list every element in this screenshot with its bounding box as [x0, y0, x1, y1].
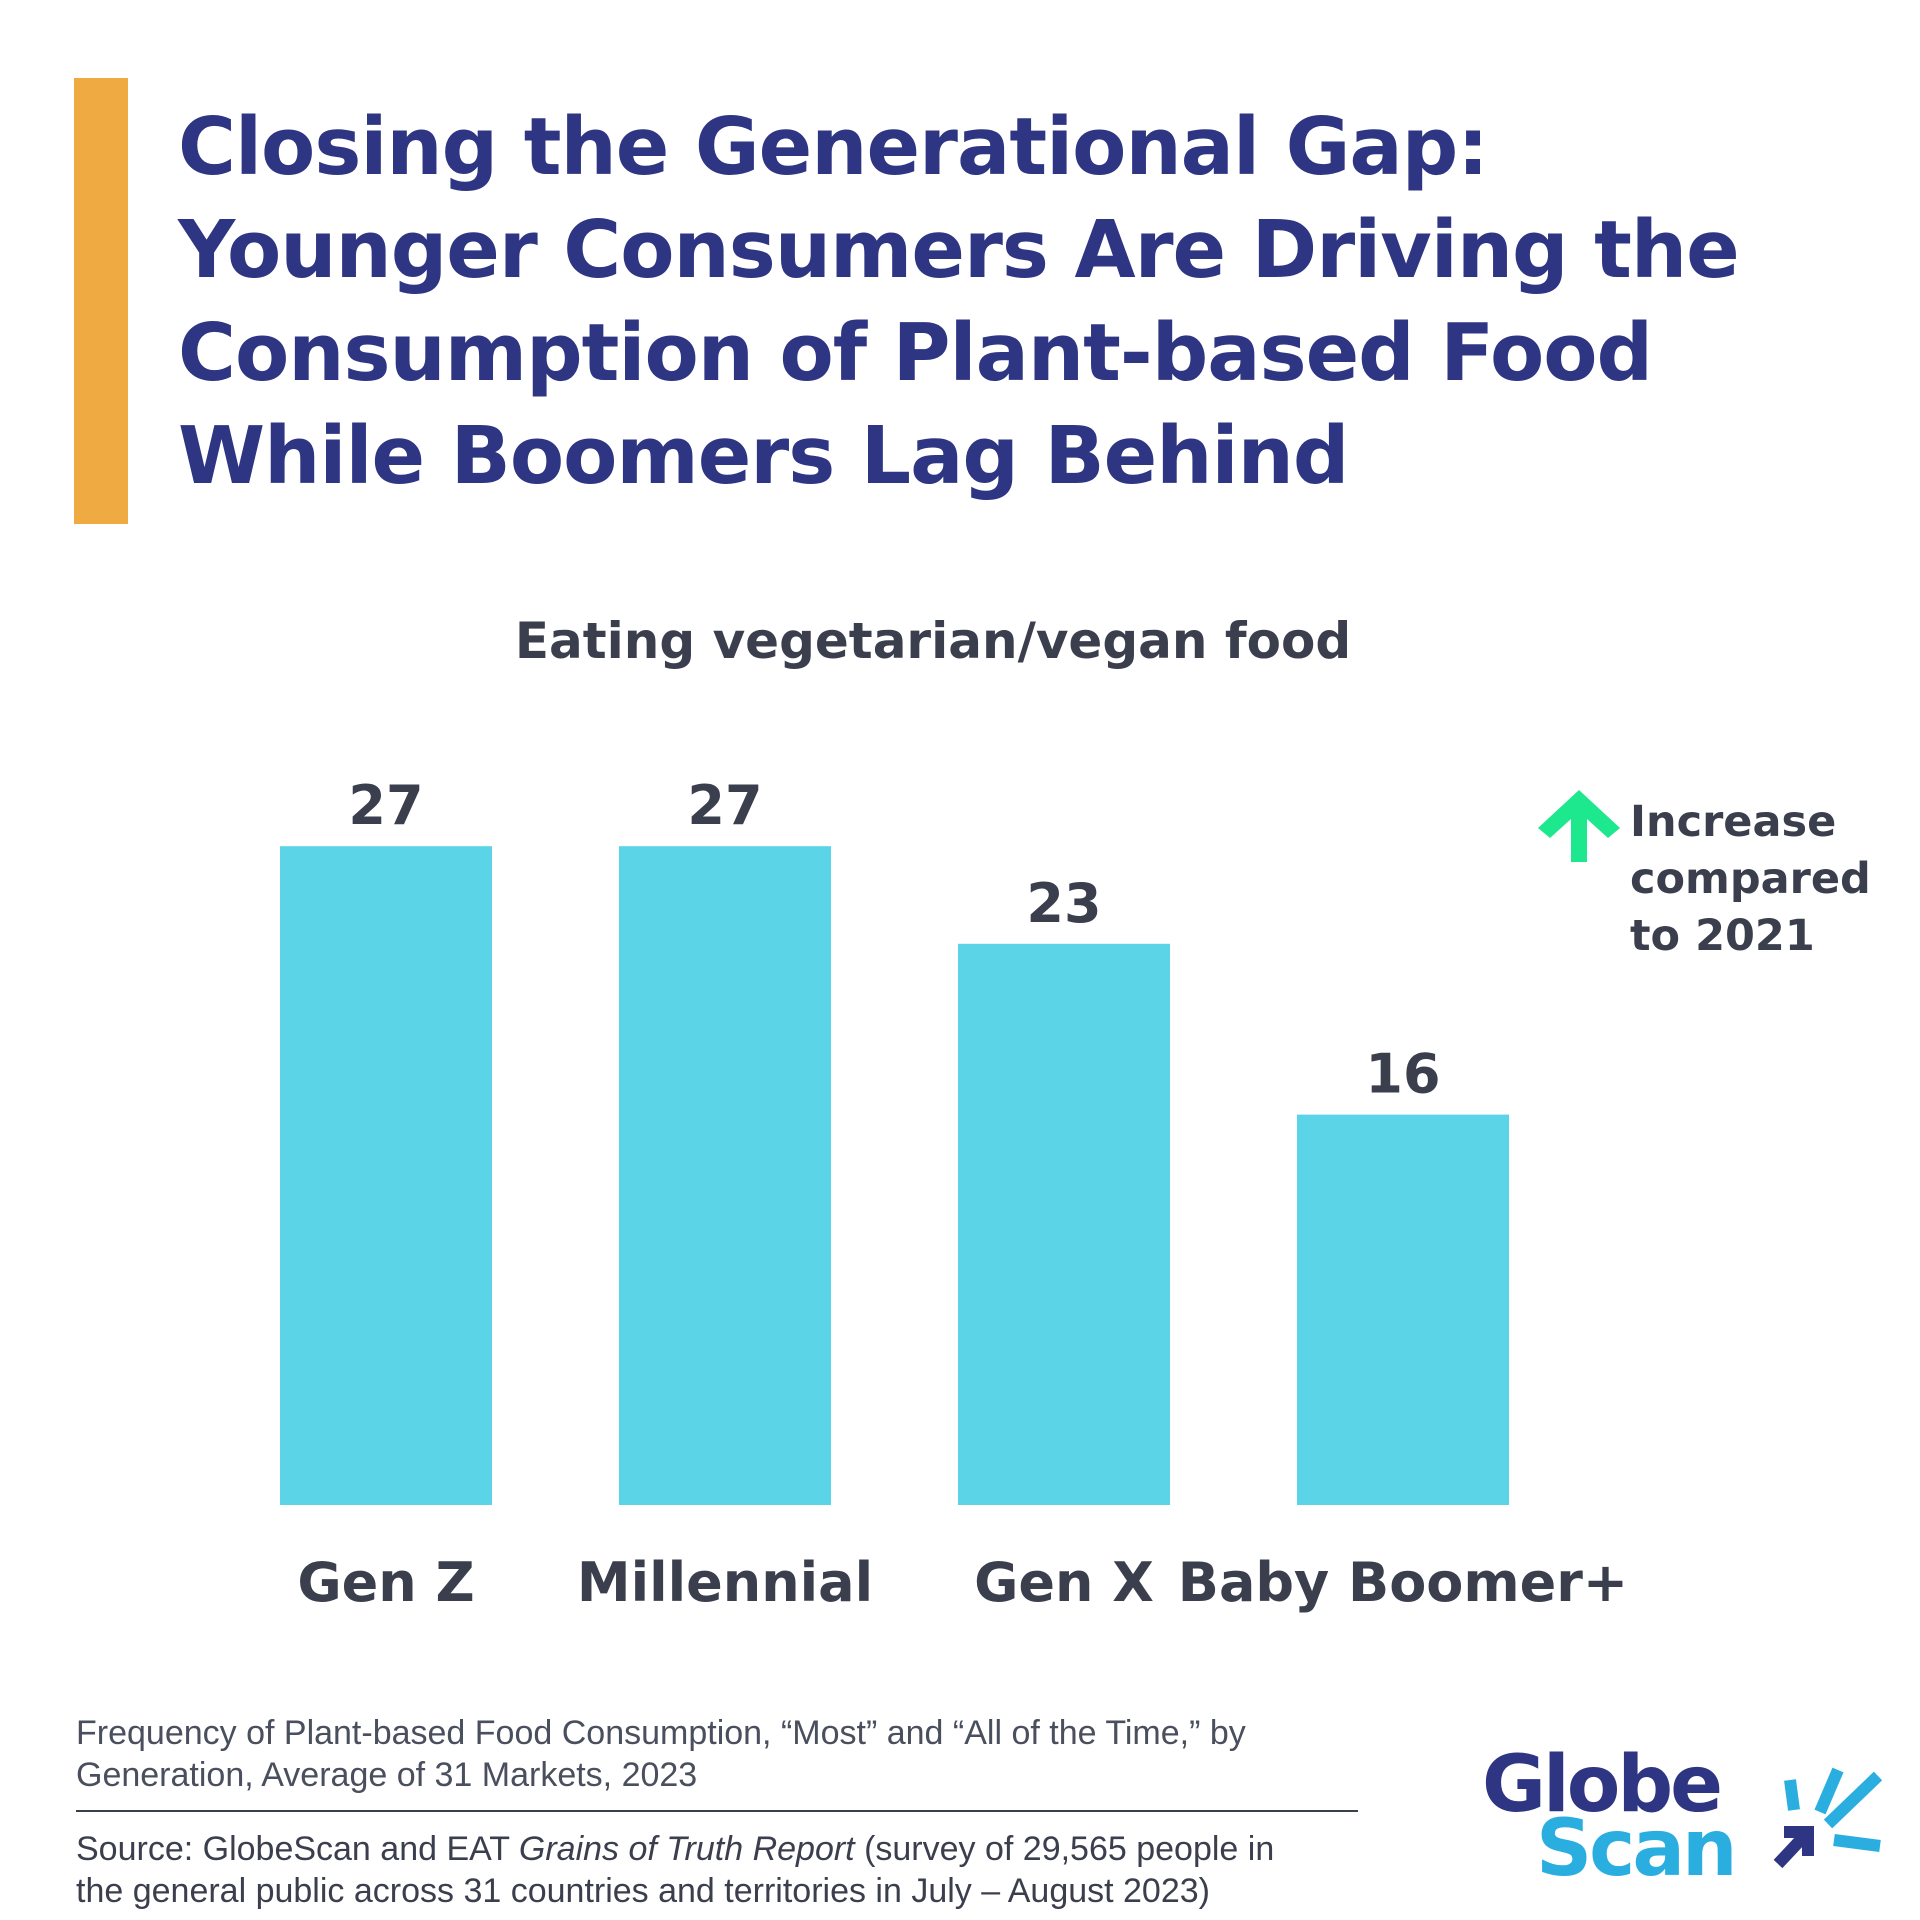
- category-label: Baby Boomer+: [1178, 1551, 1628, 1614]
- data-label: 27: [687, 774, 762, 837]
- source-note: Source: GlobeScan and EAT Grains of Trut…: [76, 1828, 1376, 1912]
- footnote-line: Generation, Average of 31 Markets, 2023: [76, 1756, 698, 1794]
- bar-chart: Eating vegetarian/vegan food 27 Gen Z 27 Mil…: [280, 612, 1628, 1614]
- up-arrow-icon: [1538, 790, 1620, 862]
- data-label: 27: [348, 774, 423, 837]
- bar: [958, 943, 1170, 1505]
- bar: [280, 846, 492, 1505]
- globescan-logo: Globe Scan: [1482, 1746, 1882, 1896]
- bar: [619, 846, 831, 1505]
- category-label: Gen X: [974, 1551, 1154, 1614]
- title-accent-bar: [74, 78, 128, 524]
- category-label: Millennial: [577, 1551, 873, 1614]
- bar: [1297, 1114, 1509, 1505]
- data-label: 16: [1365, 1043, 1440, 1106]
- source-report-title: Grains of Truth Report: [518, 1830, 855, 1868]
- headline-line: Closing the Generational Gap:: [178, 101, 1489, 193]
- data-label: 23: [1026, 872, 1101, 935]
- category-label: Gen Z: [297, 1551, 474, 1614]
- legend-line: to 2021: [1630, 911, 1815, 961]
- headline-line: While Boomers Lag Behind: [178, 410, 1349, 502]
- chart-title: Eating vegetarian/vegan food: [515, 612, 1351, 670]
- legend-line: Increase: [1630, 797, 1837, 847]
- legend-label: Increase compared to 2021: [1630, 794, 1920, 965]
- logo-burst-icon: [1773, 1767, 1882, 1869]
- legend-line: compared: [1630, 854, 1871, 904]
- headline-line: Consumption of Plant-based Food: [178, 307, 1653, 399]
- logo-word-scan: Scan: [1536, 1804, 1738, 1894]
- logo-word-globe: Globe: [1482, 1740, 1723, 1830]
- headline: Closing the Generational Gap: Younger Co…: [178, 96, 1740, 508]
- source-prefix: Source: GlobeScan and EAT: [76, 1830, 519, 1868]
- chart-footnote: Frequency of Plant-based Food Consumptio…: [76, 1712, 1376, 1796]
- divider: [76, 1810, 1358, 1812]
- headline-line: Younger Consumers Are Driving the: [178, 204, 1740, 296]
- source-suffix: (survey of 29,565 people in: [854, 1830, 1275, 1868]
- source-line: Source: GlobeScan and EAT Grains of Trut…: [76, 1828, 1376, 1870]
- footnote-line: Frequency of Plant-based Food Consumptio…: [76, 1714, 1246, 1752]
- source-line-2: the general public across 31 countries a…: [76, 1872, 1210, 1910]
